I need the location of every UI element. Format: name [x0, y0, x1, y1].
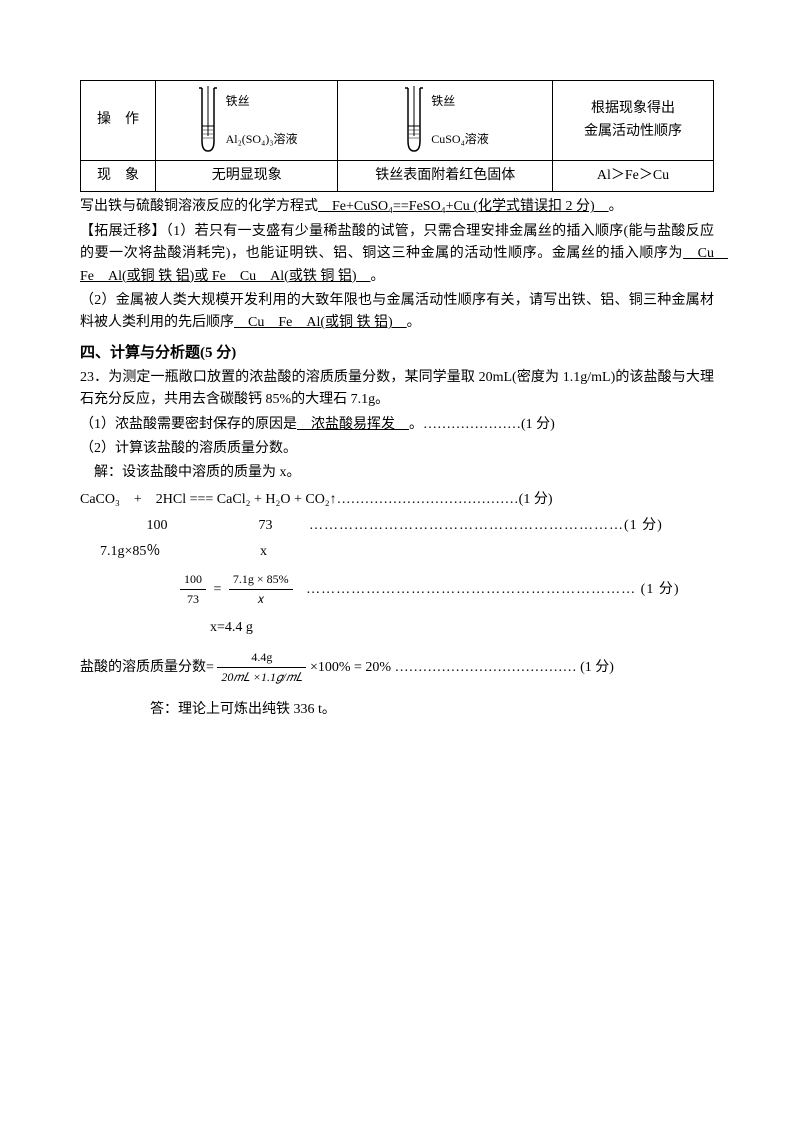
eq3-left: 7.1g×85％: [100, 541, 190, 563]
result-line1: 根据现象得出: [561, 98, 705, 120]
table-row2-cell3: Al＞Fe＞Cu: [553, 161, 714, 192]
equation-2: 100 73 ………………………………………………………(1 分): [80, 515, 714, 537]
section4-title: 四、计算与分析题(5 分): [80, 341, 714, 365]
final-equation: 盐酸的溶质质量分数= 4.4g 20𝑚𝐿 ×1.1𝑔/𝑚𝐿 ×100% = 20…: [80, 648, 714, 687]
p3-suffix: 。: [407, 315, 421, 330]
paragraph-extension2: （2）金属被人类大规模开发利用的大致年限也与金属活动性顺序有关，请写出铁、铝、铜…: [80, 290, 714, 335]
eq3-right: x: [234, 541, 294, 563]
experiment-table: 操 作 铁丝 Al₂(SO₄)₃溶液: [80, 80, 714, 192]
paragraph-extension1: 【拓展迁移】（1）若只有一支盛有少量稀盐酸的试管，只需合理安排金属丝的插入顺序(…: [80, 221, 714, 288]
frac1-den: 73: [180, 590, 206, 609]
table-row2-cell1: 无明显现象: [156, 161, 338, 192]
equation-1: CaCO₃ + 2HCl === CaCl₂ + H₂O + CO₂↑………………: [80, 489, 714, 511]
eq2-dots: ………………………………………………………(1 分): [309, 518, 663, 533]
frac1-num: 100: [180, 570, 206, 590]
equation-3: 7.1g×85％ x: [80, 541, 714, 563]
equation-4: 100 73 = 7.1g × 85% 𝑥 …………………………………………………: [180, 570, 714, 609]
table-cell-result-header: 根据现象得出 金属活动性顺序: [553, 81, 714, 161]
question-23: 23．为测定一瓶敞口放置的浓盐酸的溶质质量分数，某同学量取 20mL(密度为 1…: [80, 367, 714, 412]
p2-suffix: 。: [371, 269, 385, 284]
test-tube-icon: [196, 86, 220, 156]
q23-1-answer: 浓盐酸易挥发: [297, 417, 409, 432]
fraction-2: 7.1g × 85% 𝑥: [229, 570, 293, 609]
tube1-label2: Al₂(SO₄)₃溶液: [226, 130, 298, 149]
fraction-final: 4.4g 20𝑚𝐿 ×1.1𝑔/𝑚𝐿: [217, 648, 306, 687]
p1-suffix: 。: [609, 199, 623, 214]
eq4-dots: ………………………………………………………… (1 分): [306, 582, 679, 597]
table-cell-cu-solution: 铁丝 CuSO₄溶液: [338, 81, 553, 161]
fraction-1: 100 73: [180, 570, 206, 609]
final-answer: 答：理论上可炼出纯铁 336 t。: [150, 699, 714, 721]
q23-1-suffix: 。…………………(1 分): [409, 417, 555, 432]
q23-1-prefix: （1）浓盐酸需要密封保存的原因是: [80, 417, 297, 432]
final-frac-den: 20𝑚𝐿 ×1.1𝑔/𝑚𝐿: [217, 668, 306, 687]
frac2-den: 𝑥: [229, 590, 293, 609]
tube1-label1: 铁丝: [226, 92, 298, 111]
frac2-num: 7.1g × 85%: [229, 570, 293, 590]
question-23-1: （1）浓盐酸需要密封保存的原因是 浓盐酸易挥发 。…………………(1 分): [80, 414, 714, 436]
table-cell-al-solution: 铁丝 Al₂(SO₄)₃溶液: [156, 81, 338, 161]
tube2-label1: 铁丝: [431, 92, 489, 111]
final-prefix: 盐酸的溶质质量分数=: [80, 660, 214, 675]
final-frac-num: 4.4g: [217, 648, 306, 668]
eq2-right: 73: [236, 515, 296, 537]
equation-5: x=4.4 g: [210, 617, 714, 639]
p1-prefix: 写出铁与硫酸铜溶液反应的化学方程式: [80, 199, 318, 214]
p3-answer: Cu Fe Al(或铜 铁 铝): [234, 315, 407, 330]
tube2-label2: CuSO₄溶液: [431, 130, 489, 149]
p2-text: 【拓展迁移】（1）若只有一支盛有少量稀盐酸的试管，只需合理安排金属丝的插入顺序(…: [80, 224, 714, 261]
test-tube-icon: [402, 86, 426, 156]
solution-line1: 解：设该盐酸中溶质的质量为 x。: [94, 462, 714, 484]
eq2-left: 100: [122, 515, 192, 537]
final-suffix: ×100% = 20% ………………………………… (1 分): [310, 660, 614, 675]
p1-answer: Fe+CuSO₄==FeSO₄+Cu (化学式错误扣 2 分): [318, 199, 609, 214]
table-row1-label: 操 作: [81, 81, 156, 161]
paragraph-equation: 写出铁与硫酸铜溶液反应的化学方程式 Fe+CuSO₄==FeSO₄+Cu (化学…: [80, 196, 714, 218]
table-row2-cell2: 铁丝表面附着红色固体: [338, 161, 553, 192]
table-row2-label: 现 象: [81, 161, 156, 192]
question-23-2: （2）计算该盐酸的溶质质量分数。: [80, 438, 714, 460]
result-line2: 金属活动性顺序: [561, 121, 705, 143]
